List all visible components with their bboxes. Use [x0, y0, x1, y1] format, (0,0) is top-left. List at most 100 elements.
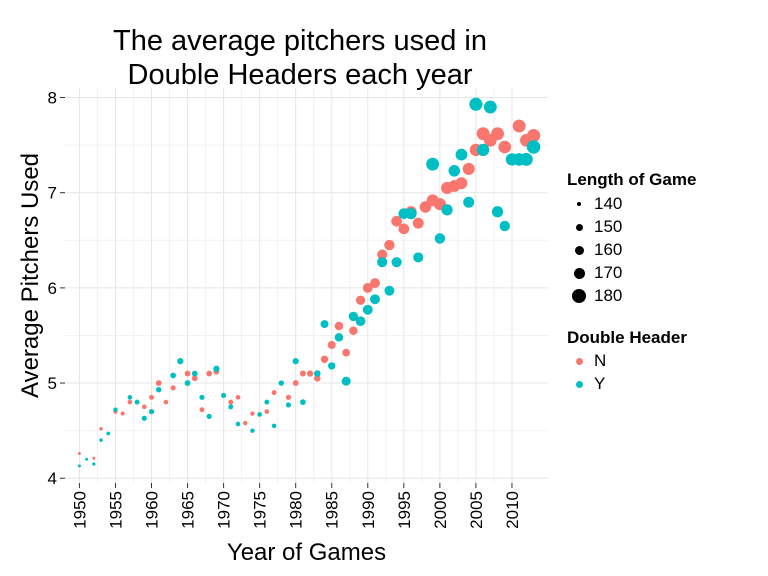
data-point-n	[362, 282, 373, 293]
data-point-n	[455, 177, 468, 190]
data-point-y	[278, 380, 285, 386]
data-point-n	[155, 380, 162, 386]
data-point-y	[384, 285, 395, 296]
data-point-y	[141, 415, 147, 421]
x-tick-label: 2000	[431, 491, 450, 529]
data-point-n	[92, 456, 96, 460]
data-point-y	[134, 399, 140, 405]
data-point-y	[264, 399, 270, 405]
data-point-y	[334, 333, 344, 342]
data-point-n	[334, 321, 344, 331]
x-tick-label: 1955	[106, 491, 125, 529]
data-point-y	[448, 165, 461, 177]
data-point-y	[292, 358, 299, 365]
data-point-y	[220, 392, 227, 399]
data-point-y	[391, 257, 402, 268]
data-point-y	[213, 365, 220, 372]
data-point-y	[405, 208, 417, 220]
color-legend-label-n: N	[594, 351, 607, 370]
data-point-y	[355, 316, 366, 326]
data-point-n	[163, 399, 169, 405]
data-point-y	[441, 204, 453, 216]
data-point-y	[434, 233, 446, 244]
size-legend-key-180	[572, 289, 586, 303]
color-legend-label-y: Y	[594, 374, 606, 393]
size-legend-label-150: 150	[594, 217, 623, 236]
data-point-n	[498, 140, 512, 154]
data-point-n	[412, 217, 424, 229]
color-legend-title: Double Header	[567, 328, 687, 347]
data-point-y	[250, 428, 255, 433]
data-point-y	[85, 457, 89, 461]
data-point-n	[327, 341, 336, 349]
size-legend-key-140	[577, 202, 581, 206]
data-point-y	[206, 413, 212, 419]
data-point-n	[320, 355, 329, 363]
data-point-n	[377, 249, 388, 260]
data-point-y	[199, 394, 205, 400]
data-point-n	[526, 129, 541, 143]
data-point-y	[113, 407, 118, 412]
chart-title-line-1: The average pitchers used in	[113, 25, 487, 57]
x-tick-label: 1970	[215, 491, 234, 529]
data-point-n	[99, 426, 103, 431]
data-point-n	[491, 127, 504, 141]
y-tick-label: 5	[48, 374, 57, 393]
data-point-y	[455, 148, 468, 161]
size-legend-label-180: 180	[594, 286, 623, 305]
x-tick-label: 1950	[70, 491, 89, 529]
data-point-y	[348, 311, 359, 322]
data-point-n	[149, 394, 154, 400]
data-point-n	[398, 223, 410, 235]
x-tick-label: 1995	[395, 491, 414, 529]
size-legend-title: Length of Game	[567, 170, 697, 189]
data-point-n	[199, 407, 205, 413]
data-point-y	[155, 386, 162, 393]
data-point-n	[250, 411, 255, 416]
data-point-n	[512, 119, 526, 133]
data-point-y	[228, 404, 234, 410]
data-point-y	[92, 462, 96, 466]
data-point-y	[106, 431, 111, 436]
data-point-y	[148, 409, 155, 415]
data-point-n	[228, 399, 234, 405]
data-point-y	[184, 380, 191, 386]
data-point-n	[235, 395, 241, 400]
data-point-y	[127, 395, 133, 400]
data-point-y	[519, 152, 533, 166]
data-point-y	[177, 358, 184, 365]
x-tick-label: 1965	[179, 491, 198, 529]
data-point-n	[77, 451, 81, 455]
data-point-n	[384, 239, 395, 251]
size-legend-label-160: 160	[594, 240, 623, 259]
chart-title-line-2: Double Headers each year	[127, 59, 473, 91]
data-point-n	[370, 278, 380, 289]
data-point-y	[491, 206, 504, 218]
data-point-y	[328, 362, 336, 370]
x-tick-label: 1985	[323, 491, 342, 529]
data-point-y	[377, 257, 388, 268]
data-point-n	[206, 370, 213, 377]
size-legend-label-170: 170	[594, 263, 623, 282]
data-point-y	[413, 252, 424, 263]
data-point-n	[299, 370, 306, 377]
y-tick-label: 6	[48, 279, 57, 298]
data-point-y	[320, 320, 329, 329]
x-tick-label: 2010	[503, 491, 522, 529]
data-point-y	[341, 376, 351, 386]
data-point-n	[141, 404, 147, 410]
data-point-n	[184, 370, 191, 377]
x-axis-label: Year of Games	[227, 539, 386, 566]
data-point-y	[257, 412, 262, 417]
data-point-n	[271, 390, 277, 396]
data-point-y	[191, 370, 198, 377]
x-tick-label: 1975	[251, 491, 270, 529]
data-point-y	[469, 97, 483, 111]
data-point-n	[285, 394, 292, 400]
data-point-n	[355, 295, 366, 305]
x-tick-label: 1990	[359, 491, 378, 529]
size-legend-label-140: 140	[594, 194, 623, 213]
data-point-y	[499, 220, 510, 232]
